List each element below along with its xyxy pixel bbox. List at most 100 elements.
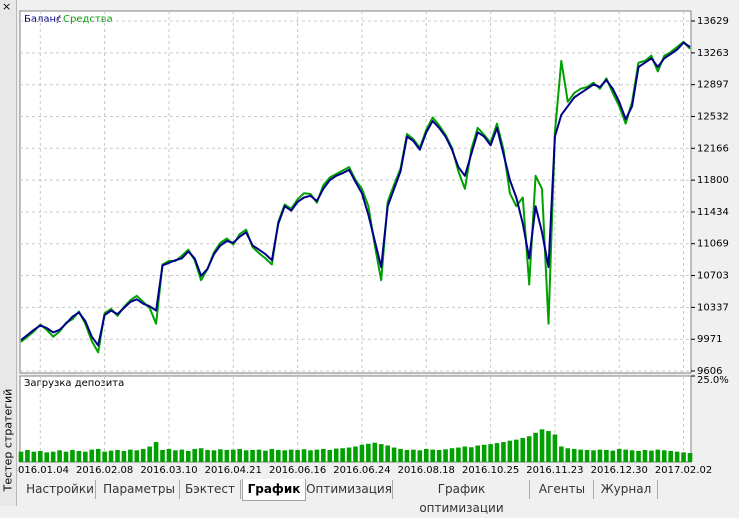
bar — [417, 450, 423, 462]
y-tick-label: 11434 — [697, 207, 729, 218]
bar — [629, 450, 635, 462]
bar — [282, 450, 288, 462]
bar — [661, 450, 667, 462]
bar — [616, 448, 622, 462]
bar — [269, 448, 275, 462]
bar — [237, 448, 243, 462]
close-button[interactable]: × — [2, 0, 12, 13]
bar — [301, 449, 307, 462]
bar — [295, 449, 300, 462]
bar — [623, 449, 628, 462]
bar — [192, 448, 197, 462]
bar — [475, 445, 481, 462]
bar — [559, 446, 564, 462]
bar — [205, 449, 210, 462]
bar — [411, 449, 416, 462]
x-tick-label: 2017.02.02 — [655, 465, 712, 476]
bar — [353, 446, 358, 462]
bar — [610, 450, 616, 462]
bar — [539, 429, 545, 462]
main-plot — [19, 10, 692, 374]
bar — [391, 447, 397, 462]
bar — [44, 452, 50, 462]
tab[interactable]: Оптимизация — [306, 480, 393, 499]
bar — [153, 442, 159, 462]
tab[interactable]: Журнал — [595, 480, 658, 499]
bar — [655, 449, 661, 462]
bar — [468, 447, 474, 462]
y-tick-label: 13263 — [697, 48, 729, 59]
bar — [57, 450, 62, 462]
y-tick-label: 9971 — [697, 334, 722, 345]
tab[interactable]: Параметры — [99, 480, 180, 499]
bar — [372, 442, 378, 462]
bar — [321, 448, 326, 462]
bar — [578, 449, 583, 462]
bar — [102, 451, 107, 462]
y-tick-label: 12532 — [697, 111, 729, 122]
x-tick-label: 2016.06.16 — [269, 465, 326, 476]
side-panel: × Тестер стратегий — [0, 0, 17, 506]
bar — [314, 449, 320, 462]
y-tick-label: 11069 — [697, 239, 729, 250]
tab-bar: Настройки Параметры Бэктест График Оптимизац… — [17, 479, 739, 515]
bar — [636, 450, 641, 462]
y-tick-label: 11800 — [697, 175, 729, 186]
x-tick-label: 2016.06.24 — [333, 465, 390, 476]
tab[interactable]: Агенты — [531, 480, 594, 499]
bar — [308, 450, 313, 462]
bar — [366, 443, 371, 462]
bar — [443, 449, 448, 462]
bar — [681, 452, 686, 462]
sub-title: Загрузка депозита — [24, 378, 124, 389]
y-tick-label: 12166 — [697, 143, 729, 154]
bar — [449, 448, 455, 462]
bar — [83, 451, 88, 462]
bar — [31, 451, 37, 462]
legend-separator — [56, 14, 61, 24]
bar — [378, 444, 384, 462]
bar — [423, 448, 429, 462]
y-tick-label: 13629 — [697, 16, 729, 27]
bar — [494, 443, 500, 462]
bar — [359, 444, 365, 462]
tab[interactable]: График оптимизации — [394, 480, 530, 515]
y-tick-label: 9606 — [697, 366, 722, 377]
series-line — [20, 41, 691, 347]
tab[interactable]: Настройки — [25, 480, 96, 499]
bar — [185, 450, 191, 462]
bar — [584, 449, 590, 462]
legend-entry: Баланс — [24, 14, 62, 25]
bar — [115, 449, 120, 462]
bar — [134, 450, 140, 462]
chart: Баланс Средства Загрузка депозита 2016.0… — [17, 10, 729, 476]
tab[interactable]: Бэктест — [180, 480, 241, 499]
x-tick-label: 2016.11.23 — [526, 465, 583, 476]
bar — [243, 450, 249, 462]
bar — [488, 444, 493, 462]
bar — [230, 449, 236, 462]
bar — [597, 449, 603, 462]
x-tick-label: 2016.01.04 — [17, 465, 69, 476]
x-tick-label: 2016.02.08 — [76, 465, 133, 476]
bar — [604, 449, 609, 462]
bar — [70, 449, 75, 462]
bar — [649, 450, 654, 462]
bar — [333, 448, 339, 462]
bar — [211, 450, 217, 462]
y-tick-label: 12897 — [697, 80, 729, 91]
bar — [501, 442, 506, 462]
tab[interactable]: График — [242, 479, 306, 501]
bar — [224, 449, 230, 462]
bar — [140, 448, 146, 462]
side-title: Тестер стратегий — [1, 388, 15, 492]
bar — [398, 448, 403, 462]
y-tick-label: 10337 — [697, 302, 729, 313]
bar — [37, 450, 43, 462]
bar — [436, 449, 442, 462]
bar — [95, 448, 101, 462]
bar — [430, 449, 435, 462]
bar — [160, 449, 165, 462]
bar — [166, 448, 172, 462]
